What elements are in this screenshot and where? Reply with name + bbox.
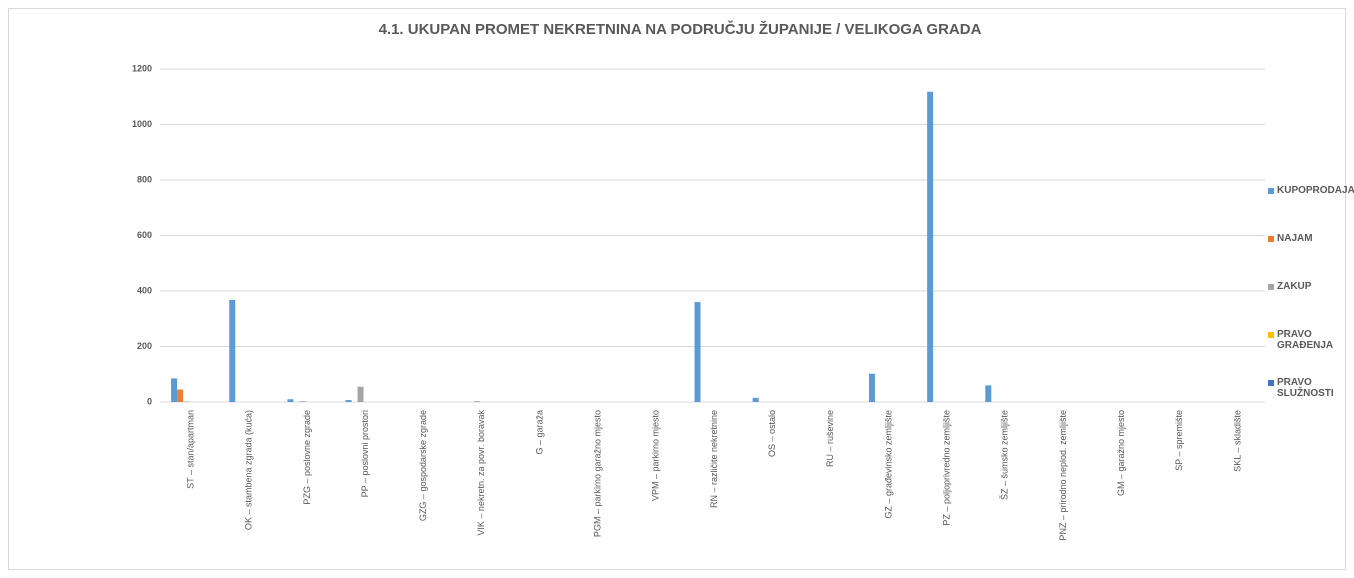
legend-swatch — [1268, 284, 1274, 290]
x-tick-label: PP – poslovni prostori — [360, 410, 370, 497]
legend-label: ZAKUP — [1277, 281, 1312, 292]
chart-title: 4.1. UKUPAN PROMET NEKRETNINA NA PODRUČJ… — [379, 20, 982, 38]
x-tick-label: GZG – gospodarske zgrade — [418, 410, 428, 521]
x-tick-label: G – garaža — [534, 410, 544, 455]
x-tick-label: PZG – poslovne zgrade — [302, 410, 312, 505]
legend-label: NAJAM — [1277, 233, 1313, 244]
legend-label: PRAVO SLUŽNOSTI — [1277, 377, 1334, 399]
chart-border — [8, 8, 1346, 570]
legend-label: KUPOPRODAJA — [1277, 185, 1354, 196]
legend-swatch — [1268, 236, 1274, 242]
x-tick-label: ŠZ – šumsko zemljište — [1000, 410, 1010, 500]
y-tick-label: 0 — [147, 396, 152, 406]
legend-item: NAJAM — [1268, 233, 1348, 244]
bar — [183, 401, 190, 402]
bar — [868, 373, 875, 402]
legend-item: PRAVO SLUŽNOSTI — [1268, 377, 1348, 399]
y-tick-label: 200 — [137, 341, 152, 351]
x-tick-label: OK – stambena zgrada (kuća) — [244, 410, 254, 530]
bar — [299, 401, 306, 402]
x-tick-label: PGM – parkirno garažno mjesto — [593, 410, 603, 537]
y-tick-label: 1000 — [132, 119, 152, 129]
legend-item: PRAVO GRAĐENJA — [1268, 329, 1348, 351]
x-tick-label: VIK – nekretn. za povr. boravak — [476, 410, 486, 536]
legend-item: ZAKUP — [1268, 281, 1348, 292]
y-tick-label: 400 — [137, 285, 152, 295]
bar — [171, 378, 178, 402]
x-tick-label: SKL – skladište — [1232, 410, 1242, 472]
legend-swatch — [1268, 380, 1274, 386]
bar — [752, 397, 759, 402]
x-tick-label: RN – različite nekretnine — [709, 410, 719, 508]
x-tick-label: SP – spremište — [1174, 410, 1184, 471]
bar — [177, 389, 184, 402]
x-tick-label: GZ – građevinsko zemljište — [883, 410, 893, 519]
x-tick-label: PZ – poljoprivredno zemljište — [942, 410, 952, 526]
bar — [694, 302, 701, 402]
x-tick-label: OS – ostalo — [767, 410, 777, 457]
bar — [229, 299, 236, 402]
legend-swatch — [1268, 188, 1274, 194]
bar — [985, 385, 992, 402]
legend-label: PRAVO GRAĐENJA — [1277, 329, 1334, 351]
y-tick-label: 1200 — [132, 63, 152, 73]
bar — [345, 400, 352, 402]
x-tick-label: PNZ – prirodno neplod. zemljište — [1058, 410, 1068, 541]
bar — [287, 399, 294, 402]
bar — [927, 91, 934, 402]
x-tick-label: GM – garažno mjesto — [1116, 410, 1126, 496]
y-tick-label: 800 — [137, 174, 152, 184]
x-tick-label: VPM – parkirno mjesto — [651, 410, 661, 501]
legend-item: KUPOPRODAJA — [1268, 185, 1354, 196]
legend-swatch — [1268, 332, 1274, 338]
bar — [473, 401, 480, 402]
x-tick-label: RU – ruševine — [825, 410, 835, 467]
y-tick-label: 600 — [137, 230, 152, 240]
bar — [357, 386, 364, 402]
x-tick-label: ST – stan/apartman — [185, 410, 195, 489]
